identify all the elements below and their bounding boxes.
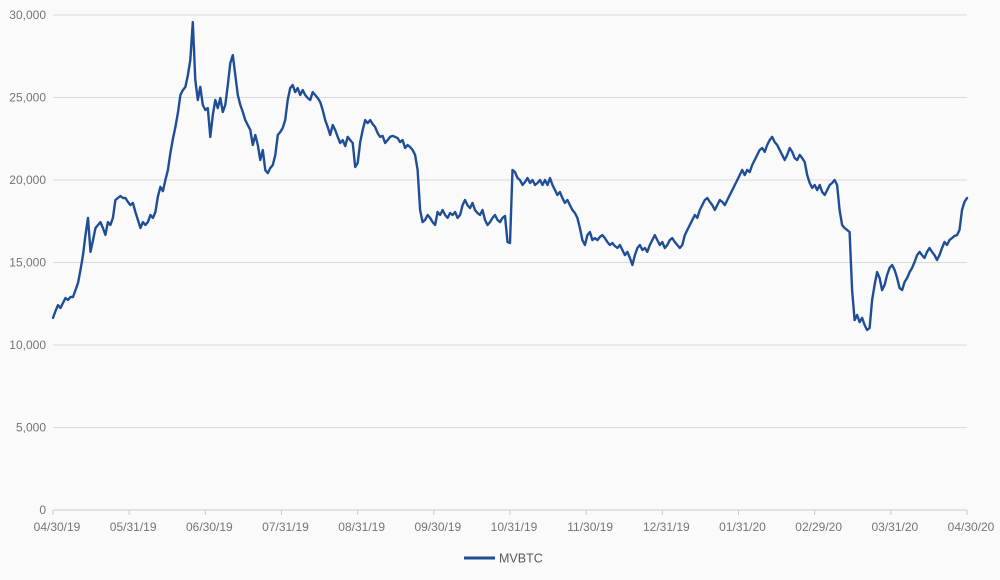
x-axis bbox=[52, 509, 968, 515]
y-axis-tick-label: 5,000 bbox=[16, 421, 46, 435]
x-axis-tick-label: 08/31/19 bbox=[338, 520, 385, 534]
y-axis-tick-label: 20,000 bbox=[9, 173, 46, 187]
x-axis-tick-label: 09/30/19 bbox=[414, 520, 461, 534]
x-axis-tick-label: 04/30/20 bbox=[948, 520, 995, 534]
legend: MVBTC bbox=[464, 552, 543, 566]
x-axis-tick-label: 06/30/19 bbox=[186, 520, 233, 534]
series-group bbox=[51, 20, 969, 332]
x-axis-tick-label: 12/31/19 bbox=[643, 520, 690, 534]
legend-series-label: MVBTC bbox=[499, 552, 543, 566]
x-axis-tick-label: 10/31/19 bbox=[491, 520, 538, 534]
x-axis-tick-label: 01/31/20 bbox=[719, 520, 766, 534]
gridlines bbox=[53, 14, 967, 428]
x-axis-tick-label: 11/30/19 bbox=[567, 520, 613, 534]
x-axis-tick-label: 02/29/20 bbox=[795, 520, 842, 534]
y-axis-tick-label: 15,000 bbox=[9, 256, 46, 270]
x-axis-tick-label: 07/31/19 bbox=[262, 520, 309, 534]
y-axis-labels: 0 5,000 10,000 15,000 20,000 25,000 30,000 bbox=[9, 8, 46, 517]
mvbtc-line-series bbox=[51, 20, 969, 332]
x-axis-tick-label: 05/31/19 bbox=[110, 520, 157, 534]
x-axis-tick-label: 03/31/20 bbox=[871, 520, 918, 534]
x-axis-labels: 04/30/19 05/31/19 06/30/19 07/31/19 08/31/19… bbox=[34, 520, 995, 534]
y-axis-tick-label: 30,000 bbox=[9, 8, 46, 22]
x-axis-tick-label: 04/30/19 bbox=[34, 520, 81, 534]
y-axis-tick-label: 25,000 bbox=[9, 91, 46, 105]
y-axis-tick-label: 10,000 bbox=[9, 338, 46, 352]
y-axis-tick-label: 0 bbox=[39, 503, 46, 517]
